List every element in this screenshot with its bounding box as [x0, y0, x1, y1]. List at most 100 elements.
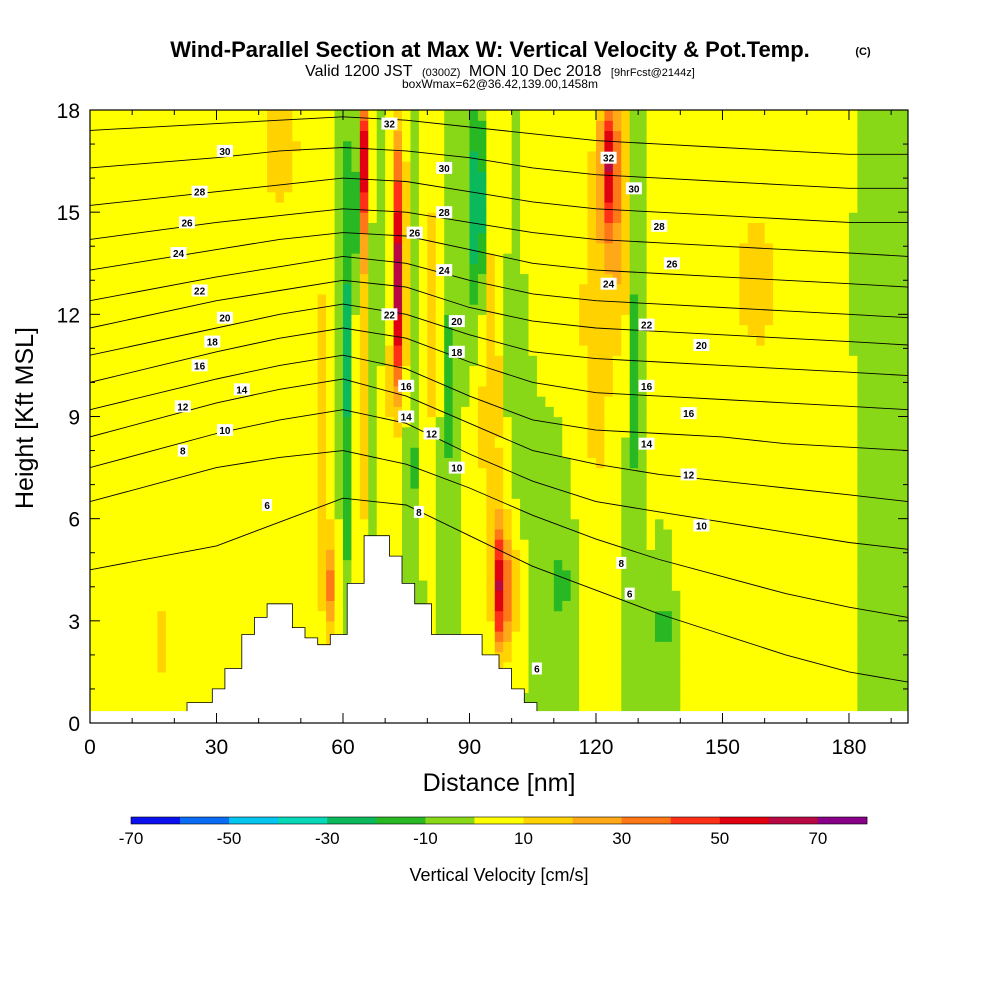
- w-cell: [477, 293, 487, 305]
- w-cell: [385, 375, 395, 387]
- w-cell: [292, 263, 302, 275]
- w-cell: [899, 253, 908, 264]
- w-cell: [604, 559, 614, 571]
- w-cell: [882, 385, 892, 397]
- w-cell: [132, 559, 142, 571]
- w-cell: [477, 201, 487, 213]
- w-cell: [309, 396, 319, 407]
- w-cell: [165, 447, 175, 458]
- w-cell: [773, 447, 783, 458]
- w-cell: [764, 477, 774, 489]
- w-cell: [536, 201, 546, 213]
- w-cell: [781, 477, 791, 489]
- w-cell: [233, 304, 243, 315]
- w-cell: [157, 528, 167, 540]
- w-cell: [646, 222, 656, 234]
- w-cell: [865, 528, 875, 540]
- w-cell: [444, 416, 454, 428]
- w-cell: [874, 253, 884, 264]
- w-cell: [165, 508, 175, 520]
- w-cell: [899, 314, 908, 326]
- w-cell: [798, 692, 808, 704]
- w-cell: [688, 661, 698, 673]
- w-cell: [435, 232, 445, 244]
- w-cell: [857, 416, 867, 428]
- w-cell: [663, 344, 673, 356]
- w-cell: [224, 191, 234, 203]
- w-cell: [199, 263, 209, 275]
- w-cell: [697, 273, 707, 285]
- w-cell: [283, 355, 293, 367]
- w-cell: [823, 682, 833, 693]
- w-cell: [773, 610, 783, 622]
- w-cell: [444, 447, 454, 458]
- w-cell: [292, 304, 302, 315]
- w-cell: [848, 498, 858, 510]
- w-cell: [503, 508, 513, 520]
- w-cell: [351, 457, 361, 469]
- w-cell: [427, 436, 437, 448]
- w-cell: [891, 201, 901, 213]
- w-cell: [562, 314, 572, 326]
- w-cell: [241, 539, 251, 550]
- w-cell: [823, 212, 833, 223]
- w-cell: [258, 610, 268, 622]
- w-cell: [528, 283, 538, 295]
- w-cell: [562, 242, 572, 254]
- w-cell: [857, 232, 867, 244]
- w-cell: [503, 293, 513, 305]
- w-cell: [520, 671, 530, 683]
- w-cell: [90, 641, 100, 653]
- w-cell: [241, 590, 251, 601]
- w-cell: [874, 559, 884, 571]
- w-cell: [300, 222, 310, 234]
- w-cell: [486, 477, 496, 489]
- w-cell: [174, 620, 184, 632]
- w-cell: [773, 396, 783, 407]
- w-cell: [224, 641, 234, 653]
- w-cell: [874, 569, 884, 581]
- w-cell: [309, 508, 319, 520]
- w-cell: [857, 273, 867, 285]
- w-cell: [874, 263, 884, 275]
- w-cell: [553, 426, 563, 438]
- w-cell: [655, 590, 665, 601]
- w-cell: [503, 620, 513, 632]
- w-cell: [612, 569, 622, 581]
- w-cell: [216, 283, 226, 295]
- w-cell: [638, 600, 648, 612]
- w-cell: [798, 416, 808, 428]
- w-cell: [789, 671, 799, 683]
- w-cell: [680, 488, 690, 499]
- w-cell: [722, 569, 732, 581]
- w-cell: [722, 222, 732, 234]
- w-cell: [891, 253, 901, 264]
- w-cell: [157, 590, 167, 601]
- w-cell: [511, 620, 521, 632]
- w-cell: [815, 385, 825, 397]
- w-cell: [722, 365, 732, 377]
- w-cell: [106, 406, 116, 418]
- w-cell: [655, 396, 665, 407]
- w-cell: [882, 365, 892, 377]
- w-cell: [140, 488, 150, 499]
- w-cell: [730, 324, 740, 336]
- w-cell: [587, 293, 597, 305]
- w-cell: [655, 324, 665, 336]
- w-cell: [300, 549, 310, 561]
- w-cell: [891, 702, 901, 714]
- w-cell: [376, 344, 386, 356]
- w-cell: [452, 549, 462, 561]
- w-cell: [174, 416, 184, 428]
- w-cell: [688, 232, 698, 244]
- w-cell: [494, 263, 504, 275]
- w-cell: [317, 283, 327, 295]
- w-cell: [663, 416, 673, 428]
- w-cell: [545, 692, 555, 704]
- w-cell: [857, 201, 867, 213]
- w-cell: [671, 559, 681, 571]
- w-cell: [511, 528, 521, 540]
- w-cell: [781, 304, 791, 315]
- w-cell: [714, 334, 724, 346]
